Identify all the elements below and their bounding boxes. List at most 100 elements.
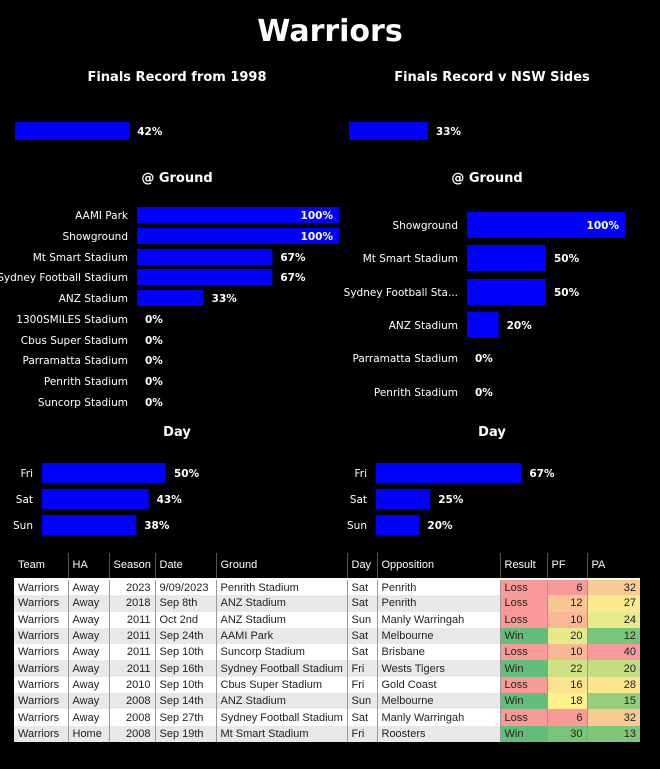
data-label: 67% [529,468,555,480]
page-title: Warriors [257,14,403,49]
table-row: Warriors Away 2011 Sep 16th Sydney Football … [14,660,640,677]
column-header[interactable]: Season [108,553,155,579]
column-header[interactable]: PA [586,553,640,579]
table-cell-season: 2018 [108,595,155,612]
column-header[interactable]: Result [499,553,547,579]
table-cell-day: Fri [346,660,377,677]
data-label: 67% [280,272,306,284]
table-row: Warriors Away 2023 9/09/2023 Penrith Stadium… [14,579,640,596]
data-label: 20% [427,520,453,532]
table-cell-pa: 27 [586,595,640,612]
data-label: 0% [145,314,163,326]
bar [467,212,625,238]
data-label: 20% [507,320,533,332]
table-cell-team: Warriors [14,709,68,726]
finals-nsw-chart: Finals Record v NSW Sides 33% [349,70,590,140]
data-label: 100% [301,231,334,243]
table-cell-date: Sep 16th [154,660,216,677]
table-cell-pa: 12 [586,627,640,645]
table-cell-ha: Away [67,579,109,596]
table-cell-ha: Away [67,627,109,645]
table-cell-result: Loss [499,676,547,694]
table-cell-season: 2011 [108,611,155,628]
day-left-title: Day [163,425,191,440]
table-cell-ground: Cbus Super Stadium [215,676,347,694]
bar [376,489,431,509]
data-label: 0% [475,387,493,399]
table-row: Warriors Away 2008 Sep 27th Sydney Football … [14,709,640,726]
table-cell-team: Warriors [14,676,68,694]
column-header[interactable]: Team [18,558,45,571]
category-label: Penrith Stadium [44,376,128,388]
table-cell-pf: 30 [546,725,587,742]
data-label: 0% [145,376,163,388]
column-header[interactable]: PF [546,553,587,579]
table-cell-ha: Away [67,676,109,694]
table-cell-day: Sat [346,709,377,726]
table-cell-opposition: Wests Tigers [376,660,500,677]
column-header[interactable]: Ground [215,553,347,579]
table-row: Warriors Home 2008 Sep 19th Mt Smart Stadium… [14,725,640,742]
table-cell-pf: 16 [546,676,587,694]
table-cell-season: 2023 [108,579,155,596]
category-label: Showground [393,220,458,232]
category-label: Fri [354,468,367,480]
bar [42,463,166,483]
day-left-chart: Day Fri 50% Sat 43% Sun 38% [13,425,200,535]
table-cell-ground: ANZ Stadium [215,611,347,628]
table-header-row: Team HA Season Date Ground Day Opposition Resul… [14,553,640,579]
table-cell-date: Sep 24th [154,627,216,645]
category-label: Penrith Stadium [374,387,458,399]
finals-record-chart: Finals Record from 1998 42% [15,70,267,140]
table-cell-date: Oct 2nd [154,611,216,628]
category-label: Parramatta Stadium [22,355,128,367]
data-label: 33% [212,293,238,305]
table-cell-ground: ANZ Stadium [215,595,347,612]
table-cell-season: 2011 [108,627,155,645]
data-label: 38% [144,520,170,532]
data-label: 50% [174,468,200,480]
finals-record-title: Finals Record from 1998 [87,70,266,85]
table-cell-opposition: Penrith [376,595,500,612]
table-cell-pa: 13 [586,725,640,742]
table-cell-pa: 24 [586,611,640,628]
ground-right-title: @ Ground [451,171,522,186]
ground-left-chart: @ Ground AAMI Park 100% Showground 100% Mt Sm… [0,171,339,409]
table-cell-result: Loss [499,579,547,596]
table-cell-day: Fri [346,676,377,694]
table-cell-result: Win [499,725,547,742]
column-header[interactable]: Day [346,553,377,579]
table-cell-ground: Sydney Football Stadium [215,709,347,726]
table-cell-opposition: Manly Warringah [376,611,500,628]
table-cell-pa: 20 [586,660,640,677]
column-header[interactable]: HA [67,553,109,579]
ground-left-title: @ Ground [141,171,212,186]
table-cell-pa: 32 [586,709,640,726]
table-cell-result: Loss [499,611,547,628]
bar [467,312,499,338]
table-row: Warriors Away 2011 Sep 10th Suncorp Stadium S… [14,644,640,661]
table-cell-date: Sep 27th [154,709,216,726]
table-cell-ground: Suncorp Stadium [215,644,347,661]
table-row: Warriors Away 2010 Sep 10th Cbus Super Stadi… [14,676,640,694]
category-label: Sat [350,494,367,506]
table-cell-ground: Penrith Stadium [215,579,347,596]
column-header[interactable]: Date [154,553,216,579]
bar [376,515,420,535]
table-cell-pa: 40 [586,644,640,661]
table-cell-day: Sat [346,579,377,596]
category-label: Suncorp Stadium [38,397,128,409]
category-label: Sydney Football Stadium [0,272,128,284]
table-cell-pf: 6 [546,709,587,726]
table-cell-day: Sun [346,693,377,710]
category-label: Fri [20,468,33,480]
column-header[interactable]: Opposition [376,553,500,579]
data-label: 43% [157,494,183,506]
table-cell-result: Loss [499,644,547,661]
bar [137,228,339,244]
bar [349,122,428,140]
table-cell-ha: Home [67,725,109,742]
finals-nsw-title: Finals Record v NSW Sides [394,70,590,85]
table-cell-ha: Away [67,644,109,661]
bar [137,290,204,306]
